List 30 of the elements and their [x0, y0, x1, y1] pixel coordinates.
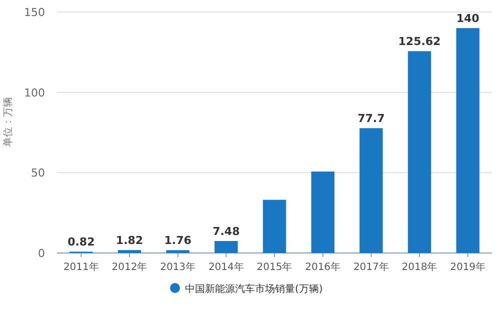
- x-tick-label: 2013年: [160, 261, 196, 273]
- x-tick-label: 2014年: [208, 261, 244, 273]
- x-tick-label: 2019年: [450, 261, 486, 273]
- x-tick-label: 2018年: [402, 261, 438, 273]
- bar: [311, 172, 334, 253]
- y-tick-label: 150: [24, 6, 45, 19]
- bar: [214, 240, 238, 253]
- bar: [118, 250, 142, 253]
- x-tick-label: 2012年: [112, 261, 148, 273]
- bar: [456, 28, 480, 253]
- text: 77.7: [358, 112, 385, 126]
- x-tick-label: 2011年: [63, 261, 99, 273]
- x-tick-label: 2017年: [353, 261, 389, 273]
- y-tick-label: 0: [38, 247, 45, 260]
- y-tick-label: 50: [31, 166, 45, 180]
- y-tick-label: 100: [24, 86, 45, 100]
- bar: [360, 128, 383, 253]
- text: 125.62: [398, 35, 441, 48]
- text: 140: [456, 12, 480, 26]
- text: 7.48: [212, 224, 240, 238]
- y-axis-title: 单位：万辆: [2, 97, 14, 147]
- bar: [262, 200, 286, 253]
- x-tick-label: 2015年: [256, 261, 292, 273]
- text: 0.82: [68, 236, 95, 249]
- legend-label: 中国新能源汽车市场销量(万辆): [185, 283, 323, 295]
- text: 1.82: [116, 234, 144, 248]
- bar: [166, 250, 190, 253]
- x-tick-label: 2016年: [305, 261, 341, 273]
- bar: [408, 51, 432, 253]
- text: 1.76: [164, 234, 192, 248]
